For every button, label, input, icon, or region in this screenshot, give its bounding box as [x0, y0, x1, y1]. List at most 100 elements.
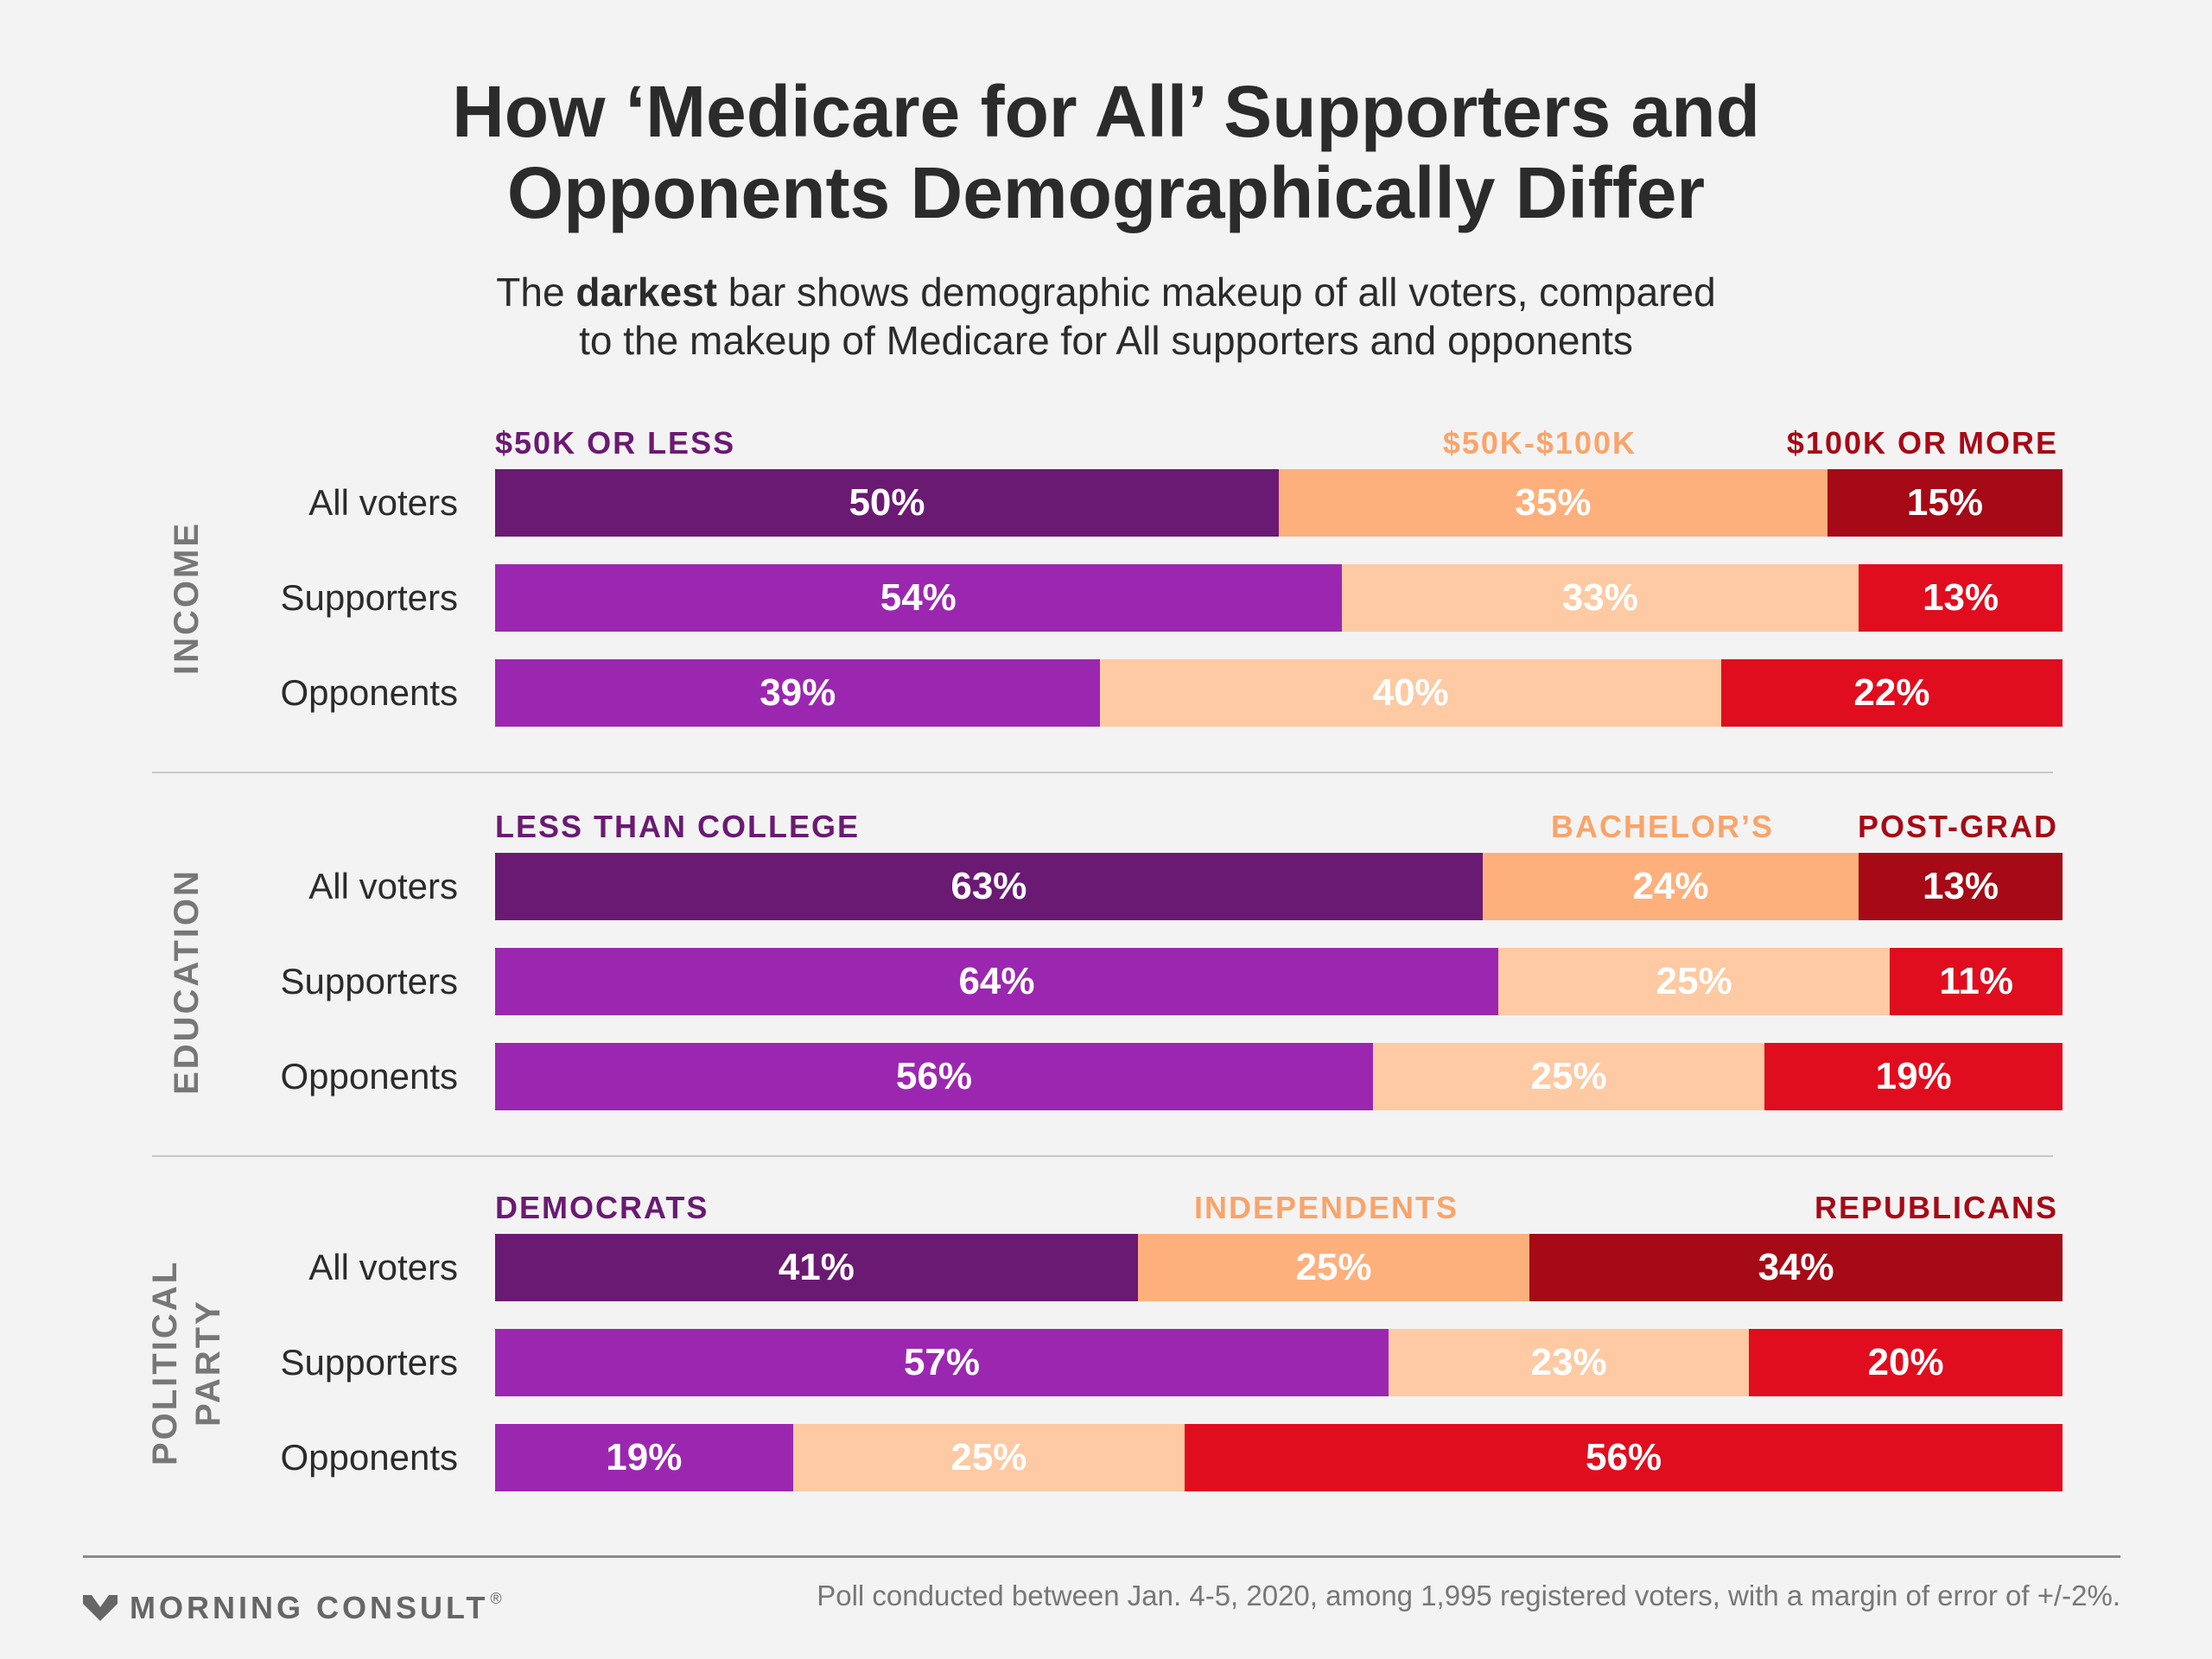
bar-value-label: 22% — [1853, 671, 1930, 714]
section-divider — [152, 1155, 2053, 1157]
bar-income-1: 54% 33% 13% — [495, 564, 2063, 632]
footer-divider — [83, 1555, 2120, 1558]
segment-header-income-0: $50K OR LESS — [495, 425, 736, 461]
segment-header-income-2: $100K OR MORE — [1786, 425, 2058, 461]
subtitle-bold: darkest — [575, 270, 717, 315]
morning-consult-logo: MORNING CONSULT ® — [83, 1590, 502, 1626]
bar-segment-education-0-2: 13% — [1859, 853, 2063, 920]
bar-segment-income-0-2: 15% — [1827, 469, 2063, 537]
group-label-line: INCOME — [168, 521, 206, 675]
bar-value-label: 50% — [849, 481, 925, 524]
group-label-line: POLITICAL — [146, 1259, 184, 1466]
bar-segment-education-1-1: 25% — [1497, 948, 1891, 1015]
bar-value-label: 64% — [958, 960, 1035, 1002]
bar-value-label: 11% — [1939, 960, 2014, 1002]
bar-value-label: 19% — [606, 1436, 683, 1478]
bar-segment-income-0-0: 50% — [495, 469, 1279, 537]
row-label-income-2: Opponents — [280, 672, 459, 713]
bar-value-label: 40% — [1372, 671, 1449, 714]
bar-value-label: 54% — [880, 576, 957, 619]
logo-registered-mark: ® — [490, 1590, 502, 1607]
bar-segment-political-party-2-2: 56% — [1185, 1424, 2063, 1491]
bar-value-label: 56% — [895, 1055, 972, 1097]
row-label-education-2: Opponents — [280, 1056, 459, 1096]
bar-value-label: 33% — [1561, 576, 1638, 619]
bar-value-label: 63% — [950, 865, 1027, 907]
bar-segment-income-0-1: 35% — [1279, 469, 1827, 537]
group-label-line: PARTY — [189, 1299, 227, 1427]
morning-consult-mark-icon — [83, 1595, 118, 1621]
bar-segment-income-1-1: 33% — [1341, 564, 1859, 632]
bar-value-label: 19% — [1875, 1055, 1952, 1097]
group-label-education: EDUCATION — [165, 868, 208, 1095]
group-label-income: INCOME — [165, 521, 208, 675]
bar-segment-income-1-2: 13% — [1859, 564, 2063, 632]
bar-value-label: 25% — [950, 1436, 1027, 1478]
segment-header-political-party-0: DEMOCRATS — [495, 1190, 709, 1225]
bar-value-label: 57% — [903, 1341, 981, 1383]
bar-income-0: 50% 35% 15% — [495, 469, 2063, 537]
bar-segment-political-party-1-0: 57% — [495, 1329, 1389, 1396]
bar-segment-political-party-1-2: 20% — [1749, 1329, 2063, 1396]
bar-value-label: 23% — [1530, 1341, 1607, 1383]
bar-value-label: 34% — [1758, 1246, 1834, 1288]
bar-segment-political-party-0-1: 25% — [1137, 1234, 1530, 1301]
bar-segment-education-1-2: 11% — [1890, 948, 2063, 1015]
segment-header-education-1: BACHELOR’S — [1550, 809, 1774, 844]
bar-value-label: 15% — [1906, 481, 1983, 524]
row-label-political-party-2: Opponents — [280, 1437, 459, 1478]
bar-political-party-0: 41% 25% 34% — [495, 1234, 2063, 1301]
group-label-line: EDUCATION — [168, 868, 206, 1095]
row-label-education-1: Supporters — [280, 961, 458, 1001]
bar-segment-education-0-0: 63% — [495, 853, 1483, 920]
chart-subtitle: The darkest bar shows demographic makeup… — [0, 268, 2212, 365]
bar-segment-political-party-2-1: 25% — [792, 1424, 1185, 1491]
bar-education-0: 63% 24% 13% — [495, 853, 2063, 920]
bar-value-label: 39% — [760, 671, 836, 714]
bar-income-2: 39% 40% 22% — [495, 659, 2063, 727]
subtitle-line-1: The darkest bar shows demographic makeup… — [0, 268, 2212, 316]
bar-segment-education-1-0: 64% — [495, 948, 1498, 1015]
bar-education-2: 56% 25% 19% — [495, 1043, 2063, 1110]
bar-segment-political-party-2-0: 19% — [495, 1424, 793, 1491]
chart-title: How ‘Medicare for All’ Supporters and Op… — [0, 71, 2212, 233]
bar-segment-income-1-0: 54% — [495, 564, 1342, 632]
segment-header-political-party-2: REPUBLICANS — [1814, 1190, 2058, 1225]
row-label-income-1: Supporters — [280, 577, 458, 618]
bar-value-label: 25% — [1530, 1055, 1607, 1097]
segment-header-political-party-1: INDEPENDENTS — [1193, 1190, 1459, 1225]
bar-value-label: 25% — [1656, 960, 1732, 1002]
chart-title-line-1: How ‘Medicare for All’ Supporters and — [452, 71, 1760, 152]
chart-title-line-2: Opponents Demographically Differ — [506, 152, 1706, 233]
poll-methodology-note: Poll conducted between Jan. 4-5, 2020, a… — [817, 1580, 2120, 1611]
subtitle-post: bar shows demographic makeup of all vote… — [717, 270, 1716, 315]
bar-value-label: 41% — [778, 1246, 855, 1288]
bar-political-party-1: 57% 23% 20% — [495, 1329, 2063, 1396]
bar-education-1: 64% 25% 11% — [495, 948, 2063, 1015]
bar-segment-income-2-1: 40% — [1100, 659, 1721, 727]
bar-segment-political-party-0-0: 41% — [495, 1234, 1138, 1301]
row-label-political-party-1: Supporters — [280, 1342, 458, 1382]
bar-value-label: 24% — [1632, 865, 1709, 907]
bar-segment-education-2-1: 25% — [1372, 1043, 1765, 1110]
bar-segment-education-2-2: 19% — [1764, 1043, 2063, 1110]
bar-segment-political-party-1-1: 23% — [1388, 1329, 1750, 1396]
row-label-income-0: All voters — [308, 482, 458, 523]
bar-value-label: 56% — [1586, 1436, 1662, 1478]
bar-value-label: 13% — [1923, 865, 1999, 907]
section-divider — [152, 772, 2053, 773]
segment-header-education-2: POST-GRAD — [1857, 809, 2058, 844]
bar-value-label: 35% — [1515, 481, 1592, 524]
bar-segment-education-2-0: 56% — [495, 1043, 1373, 1110]
segment-header-education-0: LESS THAN COLLEGE — [495, 809, 861, 844]
row-label-education-0: All voters — [308, 866, 458, 906]
row-label-political-party-0: All voters — [308, 1247, 458, 1287]
bar-political-party-2: 19% 25% 56% — [495, 1424, 2063, 1491]
logo-text: MORNING CONSULT — [130, 1590, 489, 1625]
bar-segment-income-2-0: 39% — [495, 659, 1101, 727]
bar-segment-education-0-1: 24% — [1482, 853, 1859, 920]
bar-value-label: 20% — [1867, 1341, 1944, 1383]
bar-segment-political-party-0-2: 34% — [1529, 1234, 2063, 1301]
segment-header-income-1: $50K-$100K — [1442, 425, 1637, 461]
subtitle-pre: The — [496, 270, 576, 315]
